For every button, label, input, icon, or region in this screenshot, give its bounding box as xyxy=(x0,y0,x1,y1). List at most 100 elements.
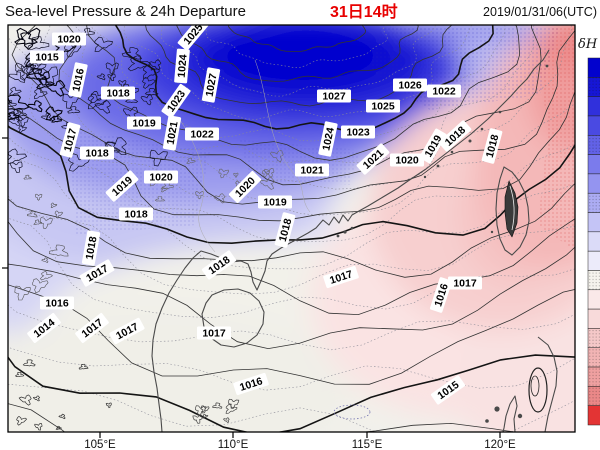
terrain-squiggle xyxy=(94,36,113,53)
isobar-label-text: 1018 xyxy=(124,209,148,221)
terrain-squiggle xyxy=(222,417,230,424)
isobar-label: 1020 xyxy=(52,32,86,46)
terrain-squiggle xyxy=(55,425,62,430)
terrain-squiggle xyxy=(104,137,127,156)
terrain-squiggle xyxy=(50,202,58,208)
stipple-red-region xyxy=(538,26,574,250)
isobar-contour-1022 xyxy=(11,25,575,205)
terrain-squiggle xyxy=(58,413,66,420)
terrain-squiggle xyxy=(18,394,32,406)
isobar-label-text: 1025 xyxy=(371,101,395,113)
terrain-squiggle xyxy=(54,210,64,219)
page-title: Sea-level Pressure & 24h Departure xyxy=(5,3,246,20)
terrain-squiggle xyxy=(154,196,166,202)
isobar-label: 1020 xyxy=(144,170,178,184)
small-islands xyxy=(336,64,549,423)
terrain-squiggle xyxy=(144,88,159,96)
terrain-squiggle xyxy=(14,62,35,81)
isobar-contour-1017 xyxy=(8,246,575,350)
island-hainan xyxy=(201,288,265,348)
terrain-squiggle xyxy=(141,76,156,89)
isobar-contour-1028 xyxy=(227,25,367,52)
terrain-squiggle xyxy=(23,174,32,180)
colorbar-segment xyxy=(587,173,600,194)
terrain-squiggle xyxy=(32,278,49,294)
terrain-squiggle xyxy=(25,68,47,80)
terrain-squiggle xyxy=(16,27,41,51)
isobar-label: 1021 xyxy=(162,115,182,151)
isobar-label-text: 1023 xyxy=(346,127,370,139)
terrain-squiggle xyxy=(33,219,43,226)
colorbar-title: δH xyxy=(578,37,598,52)
terrain-squiggle xyxy=(259,177,275,190)
colorbar-segment-stipple xyxy=(588,386,600,406)
terrain-squiggle xyxy=(127,55,152,72)
intermediate-contour xyxy=(90,25,506,142)
colorbar-segment xyxy=(587,405,600,426)
isobar-label-text: 1024 xyxy=(320,126,337,151)
terrain-squiggle xyxy=(22,359,36,367)
terrain-squiggle xyxy=(32,395,41,402)
island-luzon xyxy=(502,336,558,432)
colorbar-segment xyxy=(587,250,600,271)
colorbar-segment xyxy=(587,231,600,252)
terrain-squiggle xyxy=(121,46,143,60)
isobar-label-text: 1022 xyxy=(190,129,214,141)
isobar-label: 1018 xyxy=(80,146,114,160)
isobar-label-text: 1020 xyxy=(57,34,81,46)
terrain-squiggle xyxy=(192,414,203,424)
colorbar-segment xyxy=(587,212,600,233)
terrain-squiggle xyxy=(263,167,275,178)
isobar-label-text: 1020 xyxy=(149,172,173,184)
isobar-label: 1027 xyxy=(201,67,221,103)
isobar-label: 1018 xyxy=(119,207,153,221)
province-border-1 xyxy=(254,59,311,213)
isobar-label-text: 1017 xyxy=(453,278,477,290)
isobar-label: 1016 xyxy=(68,62,88,98)
colorbar-segment xyxy=(587,289,600,310)
terrain-squiggle xyxy=(213,193,226,204)
terrain-squiggle xyxy=(10,161,23,173)
isobar-label-text: 1018 xyxy=(106,88,130,100)
terrain-squiggle xyxy=(16,415,28,426)
terrain-squiggle xyxy=(186,157,196,165)
isobar-contour-1024 xyxy=(86,25,521,161)
isobar-label-text: 1016 xyxy=(45,298,69,310)
colorbar-segment xyxy=(587,96,600,117)
terrain-squiggle xyxy=(233,172,239,178)
terrain-squiggle xyxy=(15,371,25,377)
isobar-contour-1023 xyxy=(58,25,542,186)
isobar-contour-1019 xyxy=(8,182,575,278)
isobar-label-text: 1017 xyxy=(62,127,80,153)
terrain-squiggle xyxy=(67,106,81,114)
terrain-squiggle xyxy=(195,191,204,200)
terrain-squiggle xyxy=(27,210,38,218)
contour-dotted-sea xyxy=(333,404,371,420)
terrain-squiggle xyxy=(14,285,31,301)
terrain-squiggle xyxy=(9,86,22,97)
axes: 105°E 110°E 115°E 120°E xyxy=(2,137,516,450)
terrain-squiggle xyxy=(105,402,112,409)
intermediate-contour xyxy=(8,136,575,243)
terrain-squiggle xyxy=(107,73,116,81)
terrain-squiggle xyxy=(8,148,28,165)
isobar-label: 1023 xyxy=(341,125,375,139)
terrain-squiggle xyxy=(20,65,28,72)
colorbar-segment-stipple xyxy=(588,270,600,290)
terrain-squiggle xyxy=(94,99,111,114)
island-taiwan xyxy=(495,166,530,256)
isobar-label: 1026 xyxy=(393,78,427,92)
isobar-label-text: 1027 xyxy=(204,72,220,97)
terrain-squiggle xyxy=(26,100,43,113)
isobar-label-text: 1027 xyxy=(322,91,346,103)
terrain-squiggle xyxy=(202,413,209,419)
colorbar-segment xyxy=(587,308,600,329)
isobar-contour-1016 xyxy=(8,284,575,385)
terrain-squiggle xyxy=(140,94,153,106)
utc-time-label: 2019/01/31/06(UTC) xyxy=(483,5,597,19)
terrain-squiggle xyxy=(8,111,20,120)
isobar-label-text: 1016 xyxy=(70,67,87,92)
